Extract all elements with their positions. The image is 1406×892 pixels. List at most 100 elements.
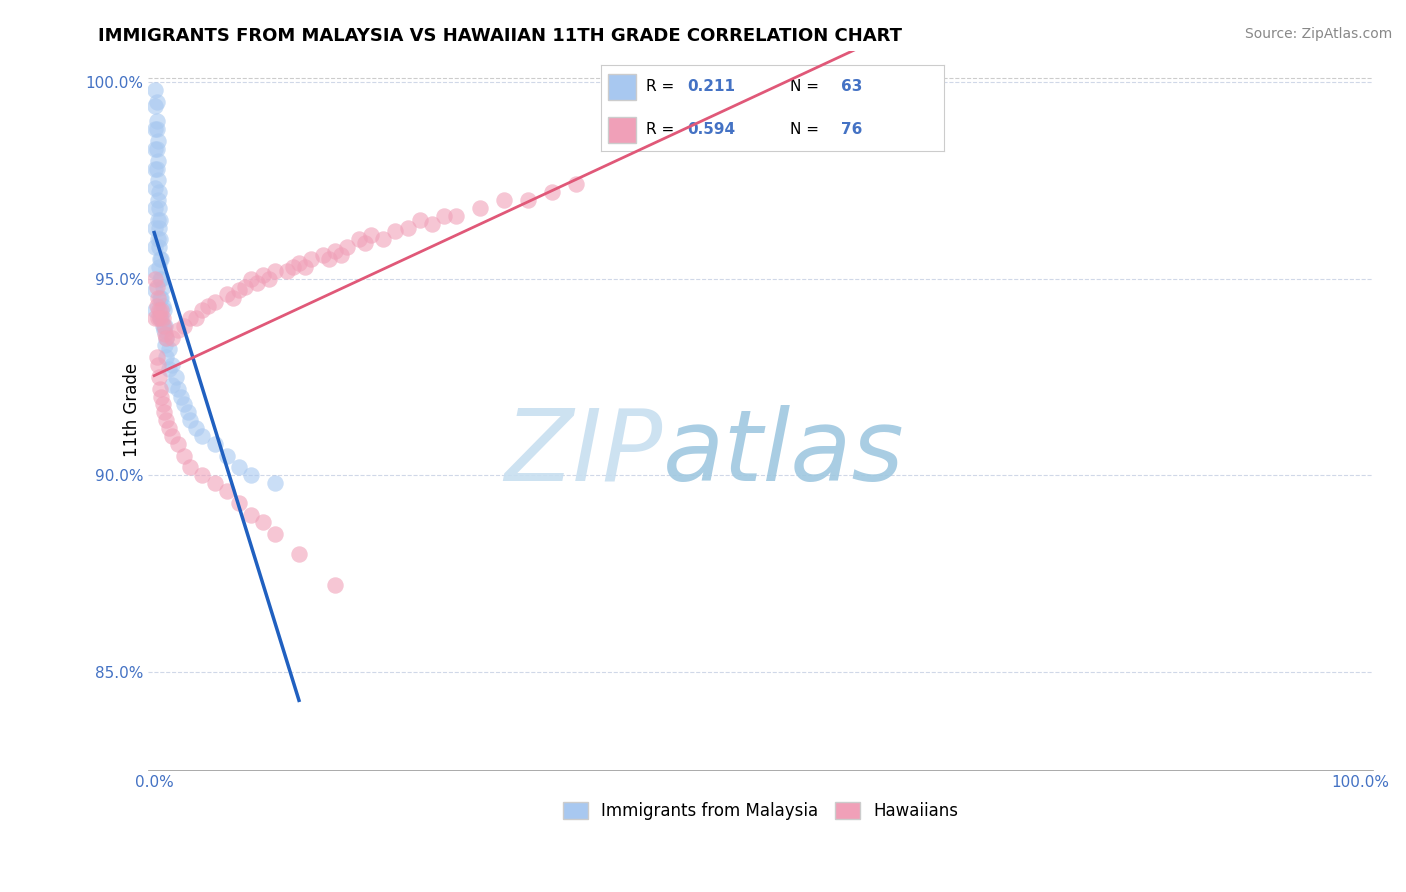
Point (191, 468, 214, 483)
Point (239, 508, 262, 522)
Point (152, 299, 174, 313)
Point (204, 295, 226, 310)
Point (468, 201, 491, 215)
Point (145, 264, 167, 278)
Point (349, 232, 371, 246)
Point (146, 173, 169, 187)
Point (149, 271, 172, 285)
Point (228, 496, 250, 510)
Point (150, 291, 173, 305)
Point (145, 303, 167, 318)
Point (149, 212, 172, 227)
Point (215, 287, 238, 301)
Point (177, 405, 200, 419)
Point (162, 330, 184, 344)
Text: ZIP: ZIP (505, 405, 662, 502)
Point (173, 397, 195, 411)
Point (433, 209, 456, 223)
Point (145, 161, 167, 176)
Point (252, 268, 274, 282)
Point (150, 303, 173, 318)
Point (145, 299, 167, 313)
Point (517, 193, 540, 207)
Point (145, 95, 167, 109)
Point (179, 460, 201, 475)
Point (146, 212, 169, 227)
Point (191, 429, 214, 443)
Point (149, 291, 172, 305)
Point (145, 122, 167, 136)
Point (170, 390, 193, 404)
Point (373, 232, 395, 246)
Point (541, 185, 564, 199)
Point (167, 323, 190, 337)
Point (145, 351, 167, 365)
Point (152, 318, 174, 333)
Point (155, 330, 177, 344)
Point (408, 212, 430, 227)
Point (323, 244, 346, 259)
Point (288, 547, 311, 561)
Point (149, 252, 172, 266)
Point (162, 429, 184, 443)
Point (148, 240, 170, 254)
Point (167, 436, 190, 450)
Text: Source: ZipAtlas.com: Source: ZipAtlas.com (1244, 27, 1392, 41)
Point (312, 248, 335, 262)
Point (228, 460, 250, 475)
Point (148, 370, 170, 384)
Point (179, 413, 201, 427)
Point (145, 201, 167, 215)
Point (288, 256, 311, 270)
Point (360, 228, 382, 243)
Point (145, 181, 167, 195)
Point (150, 252, 173, 266)
Point (149, 310, 172, 325)
Point (145, 240, 167, 254)
Point (173, 318, 195, 333)
Point (148, 185, 170, 199)
Point (153, 326, 176, 341)
Point (148, 201, 170, 215)
Point (565, 178, 588, 192)
Point (155, 351, 177, 365)
Point (162, 358, 184, 372)
Point (153, 318, 176, 333)
Point (146, 358, 169, 372)
Point (145, 271, 167, 285)
Point (145, 114, 167, 128)
Point (150, 271, 173, 285)
Text: IMMIGRANTS FROM MALAYSIA VS HAWAIIAN 11TH GRADE CORRELATION CHART: IMMIGRANTS FROM MALAYSIA VS HAWAIIAN 11T… (98, 27, 903, 45)
Point (149, 310, 172, 325)
Point (197, 299, 219, 313)
Point (354, 236, 377, 251)
Point (157, 343, 180, 357)
Point (150, 390, 173, 404)
Point (146, 134, 169, 148)
Point (215, 483, 238, 498)
Point (148, 303, 170, 318)
Point (215, 449, 238, 463)
Legend: Immigrants from Malaysia, Hawaiians: Immigrants from Malaysia, Hawaiians (555, 795, 965, 826)
Point (191, 303, 214, 318)
Point (179, 310, 201, 325)
Point (186, 421, 208, 435)
Point (148, 260, 170, 274)
Point (186, 310, 208, 325)
Text: atlas: atlas (662, 405, 904, 502)
Point (252, 516, 274, 530)
Point (494, 193, 516, 207)
Point (263, 476, 285, 491)
Point (233, 279, 256, 293)
Point (299, 252, 322, 266)
Point (155, 330, 177, 344)
Point (323, 578, 346, 592)
Point (239, 271, 262, 285)
Point (204, 436, 226, 450)
Point (155, 413, 177, 427)
Point (157, 421, 180, 435)
Point (146, 193, 169, 207)
Point (149, 232, 172, 246)
Point (153, 405, 176, 419)
Point (145, 122, 167, 136)
